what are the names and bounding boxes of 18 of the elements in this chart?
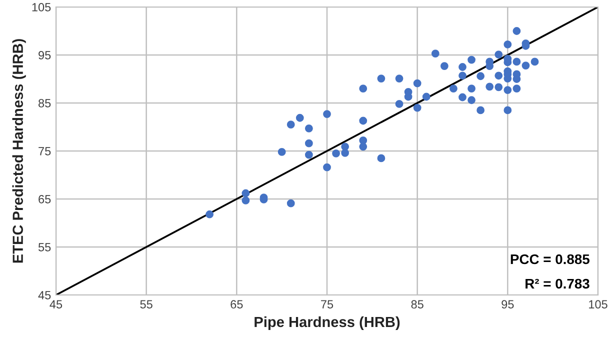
- x-tick-label: 85: [411, 300, 424, 309]
- x-axis-title: Pipe Hardness (HRB): [254, 316, 400, 330]
- y-axis-title: ETEC Predicted Hardness (HRB): [12, 39, 26, 263]
- x-tick-label: 95: [502, 300, 514, 309]
- y-tick-label: 45: [38, 291, 51, 300]
- x-tick-label: 65: [230, 300, 243, 309]
- y-tick-label: 105: [32, 3, 51, 12]
- annotation: R² = 0.783: [526, 278, 590, 289]
- y-tick-label: 85: [38, 99, 51, 108]
- x-tick-label: 105: [589, 300, 608, 309]
- annotation: PCC = 0.885: [510, 254, 590, 264]
- y-tick-label: 55: [38, 243, 51, 252]
- x-tick-label: 55: [140, 300, 152, 309]
- x-tick-label: 75: [321, 300, 334, 309]
- y-tick-label: 75: [38, 147, 51, 156]
- y-tick-label: 95: [38, 51, 51, 60]
- x-tick-label: 45: [50, 300, 62, 309]
- y-tick-label: 65: [38, 195, 51, 204]
